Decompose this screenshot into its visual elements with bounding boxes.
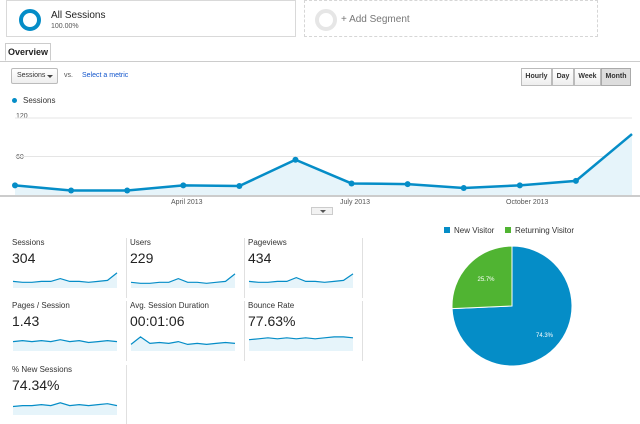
chevron-down-icon xyxy=(47,75,53,78)
sparkline-line xyxy=(130,336,236,346)
sessions-area-fill xyxy=(15,134,632,195)
y-tick-label: 60 xyxy=(16,154,24,161)
pie-slice-label: 25.7% xyxy=(477,277,495,283)
sessions-data-point xyxy=(292,156,299,163)
sessions-data-point xyxy=(236,183,243,190)
scorecard-new-sessions[interactable]: % New Sessions 74.34% xyxy=(12,365,127,424)
tab-divider xyxy=(0,61,640,62)
sparkline xyxy=(130,336,236,351)
scorecard-pageviews[interactable]: Pageviews 434 xyxy=(248,238,363,298)
scorecard-title: Bounce Rate xyxy=(248,301,295,310)
scorecard-title: % New Sessions xyxy=(12,365,73,374)
x-tick-label: October 2013 xyxy=(506,199,549,206)
sparkline-line xyxy=(248,273,354,283)
new-visitor-swatch xyxy=(444,227,450,233)
sessions-line-chart xyxy=(0,117,640,197)
sessions-data-point xyxy=(12,182,18,189)
sparkline-line xyxy=(130,273,236,284)
vs-label: vs. xyxy=(64,72,73,79)
sessions-line xyxy=(14,133,633,192)
sparkline-line xyxy=(248,336,354,341)
x-tick-label: July 2013 xyxy=(340,199,370,206)
x-tick-label: April 2013 xyxy=(171,199,203,206)
sparkline-line xyxy=(12,339,118,344)
sessions-data-point xyxy=(180,182,187,189)
sessions-data-point xyxy=(348,180,355,187)
sparkline-area xyxy=(249,273,353,288)
sparkline xyxy=(12,339,118,351)
scorecard-value: 77.63% xyxy=(248,313,296,329)
segment-all-sessions[interactable]: All Sessions 100.00% xyxy=(6,0,296,37)
y-tick-label: 120 xyxy=(16,113,28,120)
empty-segment-ring-icon xyxy=(315,9,337,31)
scorecard-pages-per-session[interactable]: Pages / Session 1.43 xyxy=(12,301,127,361)
chevron-down-icon xyxy=(320,210,326,213)
add-segment-label: + Add Segment xyxy=(341,14,410,25)
sparkline-line xyxy=(12,272,118,283)
scorecard-title: Pageviews xyxy=(248,238,287,247)
sessions-data-point xyxy=(404,181,411,188)
metric-dropdown-label: Sessions xyxy=(17,72,46,79)
scorecard-value: 74.34% xyxy=(12,377,60,393)
sparkline-line xyxy=(12,402,118,408)
scorecard-avg-session-duration[interactable]: Avg. Session Duration 00:01:06 xyxy=(130,301,245,361)
period-month-button[interactable]: Month xyxy=(601,68,631,86)
tab-overview[interactable]: Overview xyxy=(5,43,51,61)
scorecard-value: 304 xyxy=(12,250,36,266)
sessions-data-point xyxy=(68,187,75,194)
sparkline xyxy=(248,336,354,351)
scorecard-value: 00:01:06 xyxy=(130,313,185,329)
sparkline xyxy=(248,273,354,288)
scorecard-title: Sessions xyxy=(12,238,45,247)
chart-collapse-handle[interactable] xyxy=(311,207,333,215)
sparkline xyxy=(130,273,236,288)
segment-percent: 100.00% xyxy=(51,23,79,30)
sparkline-area xyxy=(249,336,353,351)
scorecard-title: Pages / Session xyxy=(12,301,70,310)
sessions-legend-label: Sessions xyxy=(23,96,56,105)
scorecard-value: 434 xyxy=(248,250,272,266)
select-metric-link[interactable]: Select a metric xyxy=(82,72,129,79)
returning-visitor-swatch xyxy=(505,227,511,233)
scorecard-title: Avg. Session Duration xyxy=(130,301,210,310)
sessions-legend-swatch xyxy=(12,98,17,103)
segment-name: All Sessions xyxy=(51,10,106,21)
period-hourly-button[interactable]: Hourly xyxy=(521,68,552,86)
scorecard-value: 229 xyxy=(130,250,154,266)
sessions-data-point xyxy=(124,187,131,194)
new-visitor-legend-label: New Visitor xyxy=(454,226,495,235)
sparkline-area xyxy=(131,336,235,351)
scorecard-value: 1.43 xyxy=(12,313,40,329)
pie-slice-returning-visitor xyxy=(451,245,513,310)
add-segment-button[interactable]: + Add Segment xyxy=(304,0,598,37)
returning-visitor-legend-label: Returning Visitor xyxy=(515,226,574,235)
scorecard-bounce-rate[interactable]: Bounce Rate 77.63% xyxy=(248,301,363,361)
period-day-button[interactable]: Day xyxy=(552,68,574,86)
segment-ring-icon xyxy=(19,9,41,31)
metric-dropdown[interactable]: Sessions xyxy=(11,68,58,84)
sessions-data-point xyxy=(572,177,579,184)
period-week-button[interactable]: Week xyxy=(574,68,601,86)
scorecard-title: Users xyxy=(130,238,151,247)
scorecard-sessions[interactable]: Sessions 304 xyxy=(12,238,127,298)
sessions-data-point xyxy=(460,184,467,191)
sparkline xyxy=(12,272,118,288)
visitor-type-pie-chart: 74.3% 25.7% xyxy=(451,245,573,367)
pie-slice-label: 74.3% xyxy=(536,333,554,339)
sessions-data-point xyxy=(516,182,523,189)
sparkline xyxy=(12,402,118,415)
scorecard-users[interactable]: Users 229 xyxy=(130,238,245,298)
